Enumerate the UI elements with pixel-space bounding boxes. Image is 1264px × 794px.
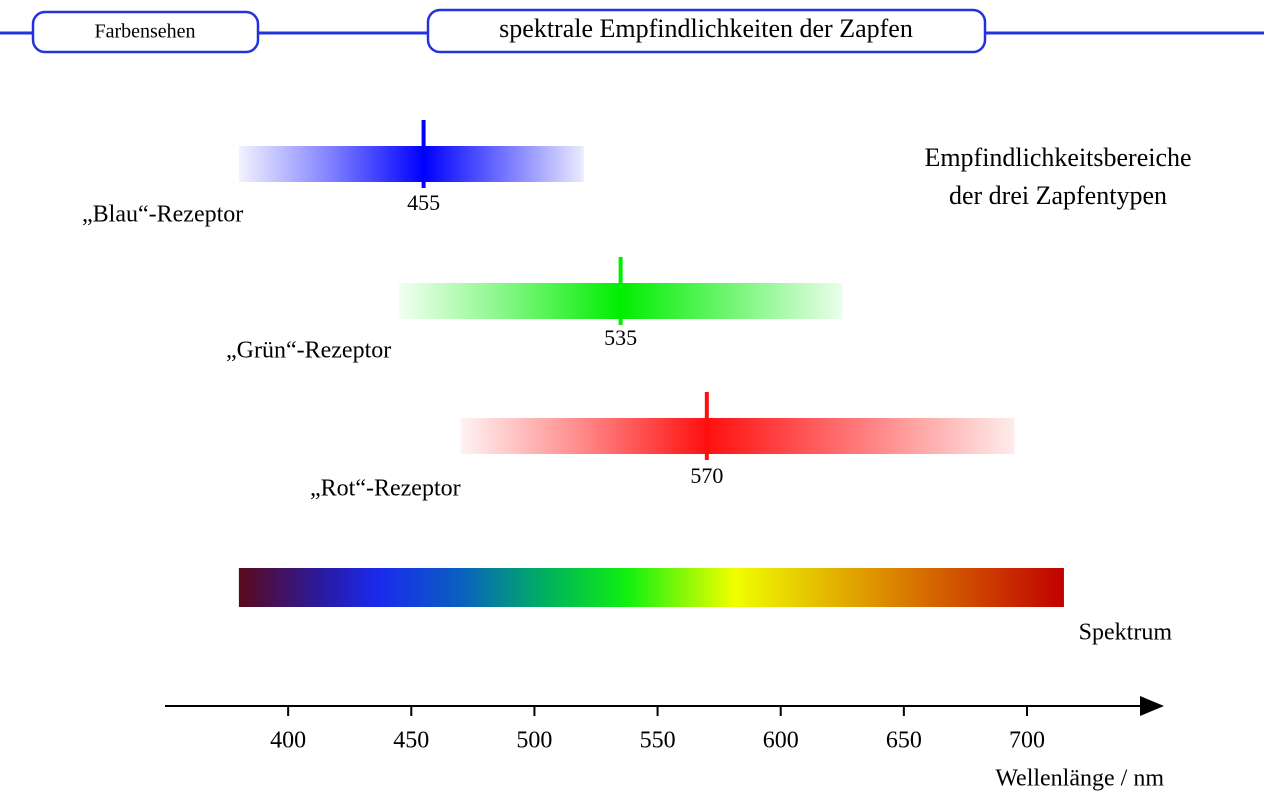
receptor-label: „Rot“-Rezeptor <box>310 476 461 502</box>
receptor-label: „Blau“-Rezeptor <box>82 202 243 228</box>
legend-line: der drei Zapfentypen <box>949 181 1167 210</box>
sensitivity-range <box>460 418 1015 454</box>
peak-label: 570 <box>690 463 723 488</box>
axis-label: Wellenlänge / nm <box>995 766 1164 792</box>
tick-label: 600 <box>763 728 799 754</box>
peak-label: 535 <box>604 325 637 350</box>
section-box <box>31 10 260 54</box>
spectrum-bar <box>238 568 1064 607</box>
title-box <box>426 8 987 54</box>
receptor-label: „Grün“-Rezeptor <box>226 338 391 364</box>
tick-label: 400 <box>270 728 306 754</box>
legend-line: Empfindlichkeitsbereiche <box>924 143 1191 172</box>
section-label: Farbensehen <box>94 21 195 43</box>
spectrum-label: Spektrum <box>1079 620 1173 646</box>
tick-label: 550 <box>640 728 676 754</box>
tick-label: 700 <box>1009 728 1045 754</box>
title: spektrale Empfindlichkeiten der Zapfen <box>499 14 913 43</box>
tick-label: 450 <box>393 728 429 754</box>
tick-label: 500 <box>516 728 552 754</box>
sensitivity-range <box>238 146 584 182</box>
peak-label: 455 <box>407 190 440 215</box>
tick-label: 650 <box>886 728 922 754</box>
